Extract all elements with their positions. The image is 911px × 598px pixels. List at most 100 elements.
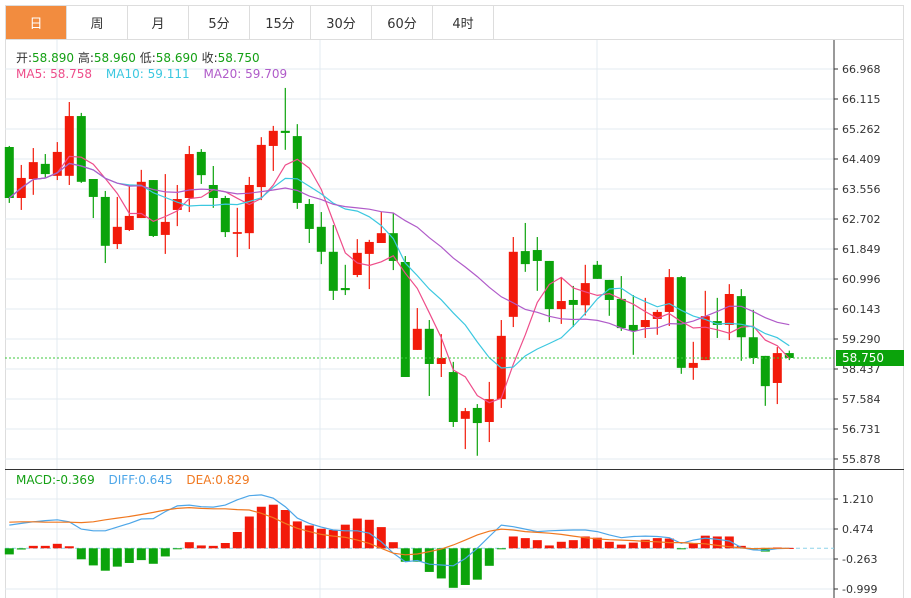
macd-bar-positive: [304, 525, 314, 549]
macd-bar-positive: [184, 542, 194, 549]
macd-bar-negative: [172, 548, 182, 550]
candle-down: [448, 372, 458, 423]
candle-down: [292, 136, 302, 203]
y-tick-label: 65.262: [842, 123, 881, 136]
y-tick-label: 58.437: [842, 363, 881, 376]
candle-down: [520, 251, 530, 265]
ma10-line: [8, 162, 790, 369]
candle-up: [352, 252, 362, 276]
ma5-line: [8, 155, 790, 404]
candle-down: [424, 328, 434, 364]
high-label: 高:: [77, 51, 94, 65]
candle-down: [712, 321, 722, 325]
tab-5min[interactable]: 5分: [189, 6, 250, 39]
candle-down: [76, 116, 86, 182]
y-tick-label: 64.409: [842, 153, 881, 166]
y-tick-label: 57.584: [842, 393, 881, 406]
candle-down: [676, 277, 686, 368]
macd-bar-negative: [160, 548, 170, 557]
candle-up: [244, 184, 254, 234]
y-tick-label: 62.702: [842, 213, 881, 226]
macd-bar-positive: [40, 545, 50, 549]
macd-bar-negative: [100, 548, 110, 571]
candle-up: [256, 144, 266, 188]
macd-bar-negative: [472, 548, 482, 580]
macd-bar-negative: [484, 548, 494, 566]
macd-bar-positive: [220, 543, 230, 549]
candle-up: [28, 162, 38, 180]
tab-30min[interactable]: 30分: [311, 6, 372, 39]
last-price-tag: [836, 350, 904, 367]
open-label: 开:: [16, 51, 33, 65]
macd-bar-negative: [76, 548, 86, 560]
tab-day[interactable]: 日: [6, 6, 67, 39]
close-label: 收:: [201, 51, 218, 65]
candle-down: [748, 337, 758, 359]
macd-bar-positive: [508, 536, 518, 549]
candle-up: [64, 116, 74, 176]
macd-bar-positive: [280, 510, 290, 549]
macd-bar-positive: [688, 543, 698, 549]
dea-line: [9, 506, 790, 556]
candle-down: [316, 226, 326, 252]
macd-bar-positive: [556, 541, 566, 549]
candle-down: [400, 261, 410, 377]
macd-bar-negative: [124, 548, 134, 563]
macd-bar-positive: [208, 545, 218, 549]
tab-month[interactable]: 月: [128, 6, 189, 39]
open-value: 58.890: [32, 51, 75, 65]
macd-bar-positive: [604, 541, 614, 549]
candle-up: [580, 283, 590, 306]
macd-bar-positive: [232, 532, 242, 549]
macd-bar-positive: [520, 538, 530, 549]
candle-down: [100, 196, 110, 246]
macd-bar-negative: [16, 548, 26, 550]
macd-bar-negative: [136, 548, 146, 561]
candle-up: [640, 320, 650, 328]
candle-down: [592, 264, 602, 279]
macd-bar-positive: [256, 506, 266, 549]
macd-bar-positive: [652, 538, 662, 549]
tab-60min[interactable]: 60分: [372, 6, 433, 39]
candle-down: [760, 355, 770, 387]
candle-up: [652, 311, 662, 319]
candle-up: [268, 130, 278, 146]
candle-up: [52, 151, 62, 176]
candle-up: [556, 301, 566, 310]
candle-up: [688, 362, 698, 368]
candle-up: [460, 411, 470, 419]
macd-bar-positive: [364, 519, 374, 549]
high-value: 58.960: [93, 51, 136, 65]
diff-value: 0.645: [138, 473, 173, 487]
low-value: 58.690: [155, 51, 198, 65]
macd-bar-positive: [628, 542, 638, 549]
candle-down: [40, 163, 50, 175]
macd-bar-negative: [148, 548, 158, 564]
candle-down: [208, 184, 218, 198]
candle-down: [736, 296, 746, 338]
macd-bar-negative: [496, 548, 506, 550]
tab-4hour[interactable]: 4时: [433, 6, 494, 39]
macd-bar-positive: [244, 516, 254, 549]
tab-week[interactable]: 周: [67, 6, 128, 39]
macd-bar-negative: [460, 548, 470, 585]
candle-up: [436, 358, 446, 364]
dea-label: DEA:: [186, 473, 216, 487]
macd-bar-positive: [328, 529, 338, 549]
candle-up: [700, 316, 710, 361]
macd-bar-positive: [292, 521, 302, 549]
macd-value: -0.369: [56, 473, 95, 487]
candle-up: [364, 241, 374, 254]
candle-down: [388, 233, 398, 261]
tab-15min[interactable]: 15分: [250, 6, 311, 39]
ma20-value: 59.709: [245, 67, 288, 81]
macd-bar-positive: [64, 546, 74, 549]
macd-bar-positive: [568, 540, 578, 549]
macd-bar-positive: [664, 538, 674, 549]
candle-down: [616, 298, 626, 329]
macd-bar-negative: [88, 548, 98, 566]
macd-bar-negative: [676, 548, 686, 550]
candle-up: [184, 154, 194, 198]
macd-y-tick-label: 1.210: [842, 493, 874, 506]
